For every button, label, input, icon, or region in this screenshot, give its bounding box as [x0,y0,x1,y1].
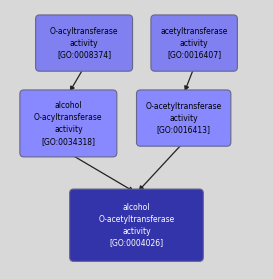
Text: O-acyltransferase
activity
[GO:0008374]: O-acyltransferase activity [GO:0008374] [50,27,118,59]
FancyBboxPatch shape [35,15,133,71]
Text: acetyltransferase
activity
[GO:0016407]: acetyltransferase activity [GO:0016407] [161,27,228,59]
Text: O-acetyltransferase
activity
[GO:0016413]: O-acetyltransferase activity [GO:0016413… [146,102,222,134]
FancyBboxPatch shape [136,90,231,146]
Text: alcohol
O-acyltransferase
activity
[GO:0034318]: alcohol O-acyltransferase activity [GO:0… [34,101,103,146]
FancyBboxPatch shape [70,189,203,261]
FancyBboxPatch shape [151,15,238,71]
Text: alcohol
O-acetyltransferase
activity
[GO:0004026]: alcohol O-acetyltransferase activity [GO… [98,203,175,247]
FancyBboxPatch shape [20,90,117,157]
